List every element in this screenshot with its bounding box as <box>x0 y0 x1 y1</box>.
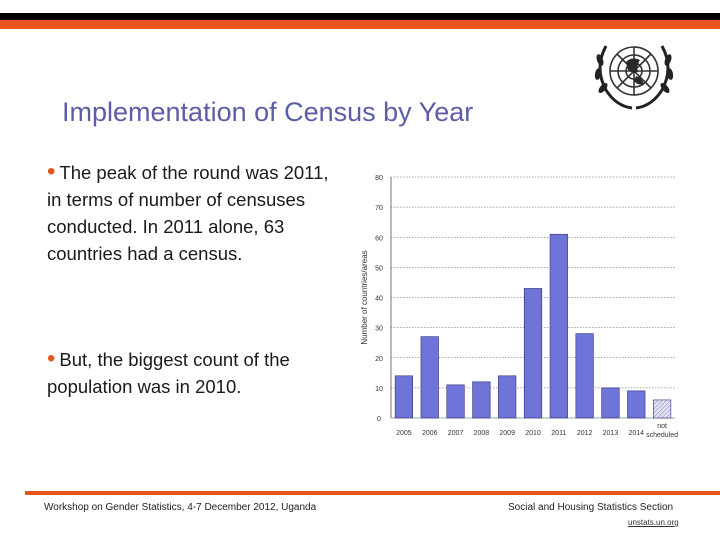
bar-2009 <box>498 375 517 419</box>
bar-2007 <box>446 384 465 419</box>
y-tick-label-50: 50 <box>375 265 383 272</box>
y-tick-label-80: 80 <box>375 175 383 182</box>
x-tick-label-2011: 2011 <box>551 430 566 437</box>
bullet-1-text: The peak of the round was 2011, in terms… <box>47 162 329 264</box>
bar-2008 <box>472 381 491 419</box>
x-tick-label-2006: 2006 <box>422 430 438 437</box>
x-tick-label-2005: 2005 <box>396 430 412 437</box>
un-emblem-logo <box>594 45 674 110</box>
y-tick-label-10: 10 <box>375 386 383 393</box>
bar-2005 <box>394 375 413 419</box>
top-orange-band <box>0 20 720 29</box>
x-tick-label-2013: 2013 <box>603 430 619 437</box>
y-tick-label-20: 20 <box>375 356 383 363</box>
x-tick-label-2012: 2012 <box>577 430 593 437</box>
top-black-band <box>0 13 720 20</box>
bottom-orange-rule <box>25 491 720 495</box>
x-tick-label-not: not <box>657 423 667 430</box>
footer-url-link[interactable]: unstats.un.org <box>628 518 679 527</box>
census-bar-chart: Number of countries/areas 0 10 20 30 40 50 60 70… <box>360 175 678 439</box>
bullet-2: • But, the biggest count of the populatio… <box>47 345 347 400</box>
x-tick-label-scheduled: scheduled <box>646 432 678 439</box>
bullet-dot-icon: • <box>47 158 56 185</box>
y-axis-label: Number of countries/areas <box>360 250 369 344</box>
bar-2013 <box>601 387 620 419</box>
bar-2014 <box>627 390 646 419</box>
x-tick-label-2007: 2007 <box>448 430 464 437</box>
bar-2011 <box>549 233 568 419</box>
bullet-1: • The peak of the round was 2011, in term… <box>47 158 347 267</box>
y-tick-label-60: 60 <box>375 235 383 242</box>
bullet-2-text: But, the biggest count of the population… <box>47 349 290 397</box>
y-tick-label-0: 0 <box>377 416 381 423</box>
x-tick-label-2009: 2009 <box>499 430 515 437</box>
x-tick-label-2008: 2008 <box>474 430 490 437</box>
bar-2006 <box>420 336 439 419</box>
page-title: Implementation of Census by Year <box>62 97 474 127</box>
y-tick-label-70: 70 <box>375 205 383 212</box>
bar-not-scheduled <box>653 399 672 419</box>
x-tick-label-2010: 2010 <box>525 430 541 437</box>
bar-2012 <box>575 333 594 419</box>
y-tick-label-40: 40 <box>375 296 383 303</box>
footer-workshop: Workshop on Gender Statistics, 4-7 Decem… <box>44 502 317 513</box>
x-tick-label-2014: 2014 <box>628 430 644 437</box>
footer-section: Social and Housing Statistics Section <box>508 502 674 513</box>
y-tick-label-30: 30 <box>375 326 383 333</box>
bullet-dot-icon: • <box>47 345 56 372</box>
bar-2010 <box>523 288 543 419</box>
